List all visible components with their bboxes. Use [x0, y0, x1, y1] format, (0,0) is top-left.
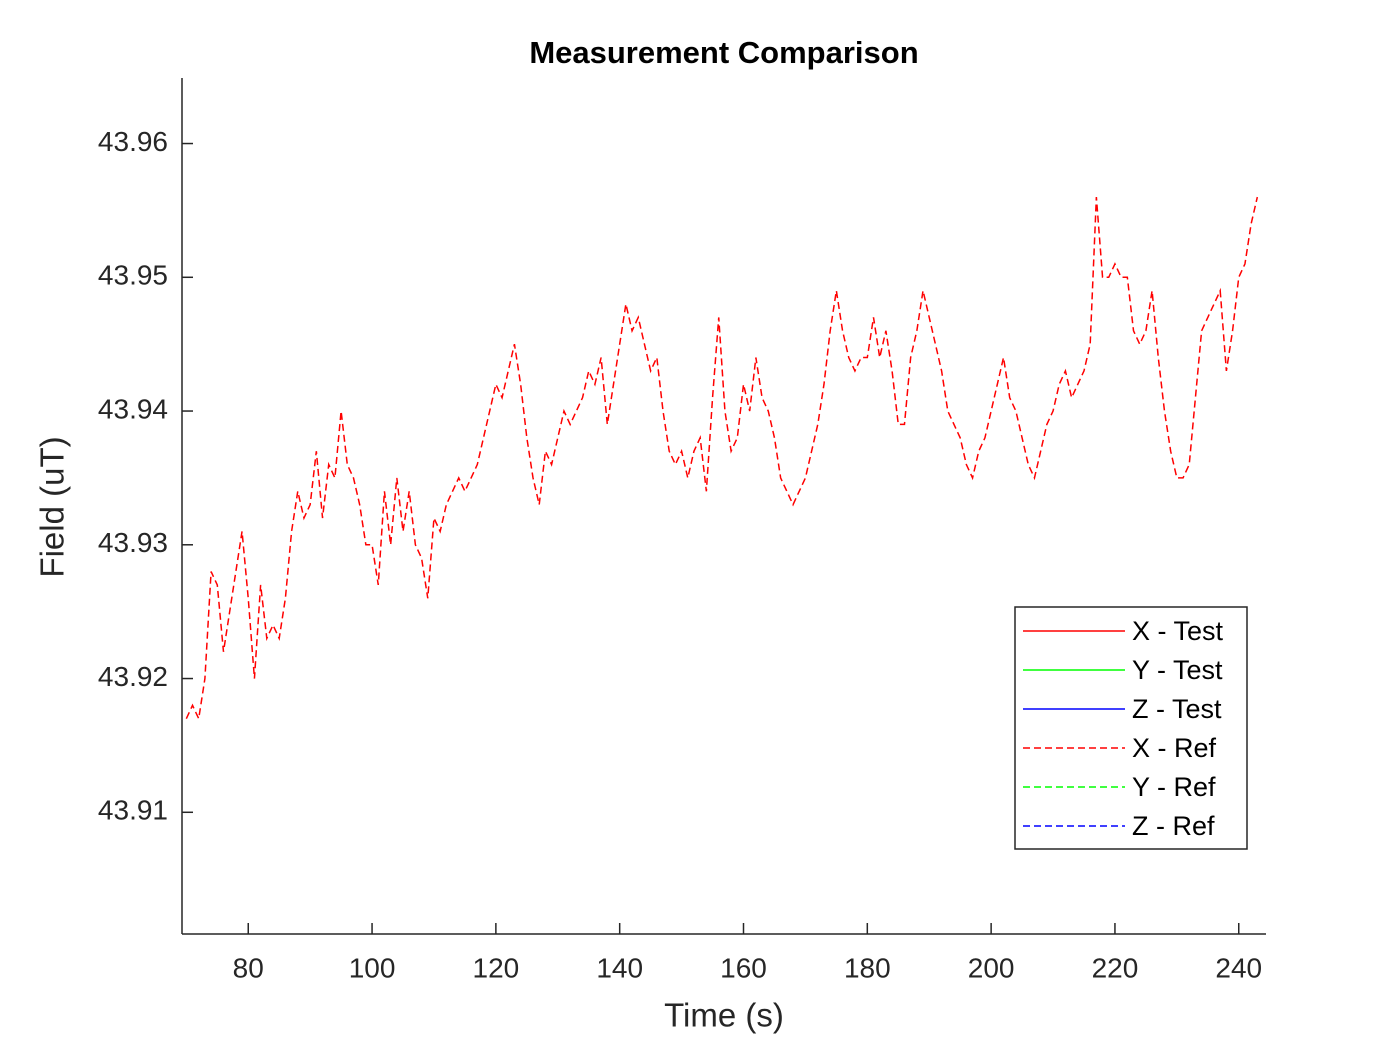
- legend-box: [1014, 606, 1248, 850]
- legend-label: Z - Ref: [1132, 811, 1215, 841]
- x-tick-label: 220: [1092, 952, 1139, 983]
- x-tick-label: 240: [1215, 952, 1262, 983]
- x-tick-label: 200: [968, 952, 1015, 983]
- x-tick-label: 120: [473, 952, 520, 983]
- x-tick-label: 100: [349, 952, 396, 983]
- chart-title: Measurement Comparison: [529, 35, 918, 70]
- x-tick-label: 80: [233, 952, 264, 983]
- x-tick-label: 140: [596, 952, 643, 983]
- x-axis-label: Time (s): [664, 997, 784, 1034]
- x-tick-label: 160: [720, 952, 767, 983]
- legend-label: Y - Ref: [1132, 772, 1216, 802]
- y-tick-label: 43.96: [98, 126, 168, 157]
- legend-label: X - Test: [1132, 616, 1224, 646]
- x-tick-label: 180: [844, 952, 891, 983]
- legend-label: X - Ref: [1132, 733, 1217, 763]
- data-line: [185, 196, 1259, 722]
- y-tick-label: 43.94: [98, 393, 168, 424]
- legend-label: Y - Test: [1132, 655, 1223, 685]
- y-axis-label: Field (uT): [34, 436, 71, 577]
- y-tick-label: 43.92: [98, 661, 168, 692]
- y-tick-label: 43.91: [98, 795, 168, 826]
- y-tick-label: 43.93: [98, 527, 168, 558]
- legend-label: Z - Test: [1132, 694, 1222, 724]
- y-tick-label: 43.95: [98, 260, 168, 291]
